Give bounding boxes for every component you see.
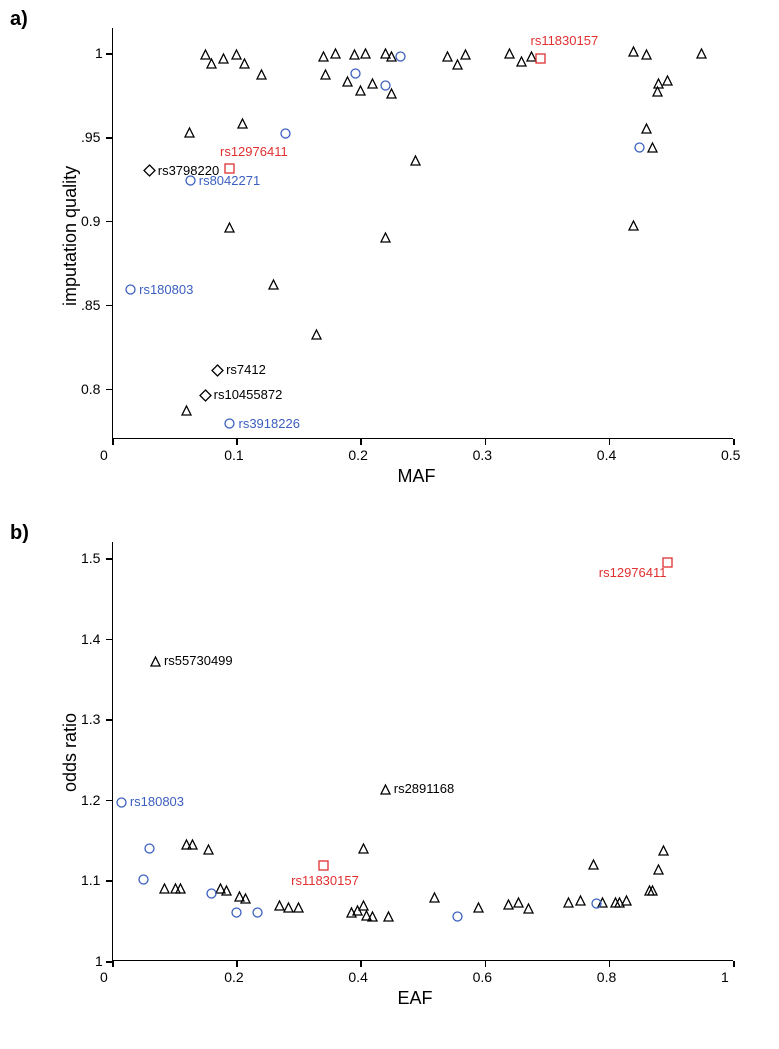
x-tick bbox=[236, 961, 238, 967]
x-tick-label: 0.6 bbox=[473, 969, 492, 985]
x-tick bbox=[360, 961, 362, 967]
y-axis-label-a: imputation quality bbox=[60, 165, 81, 305]
y-tick bbox=[106, 719, 112, 721]
x-tick-label: 0.5 bbox=[721, 447, 740, 463]
panel-a-chart: imputation quality MAF 0 0.1 0.2 0.3 0.4 0.5 0… bbox=[40, 8, 750, 498]
point-label: rs12976411 bbox=[599, 565, 667, 580]
panel-a-label: a) bbox=[10, 8, 28, 31]
point-label: rs3918226 bbox=[238, 416, 299, 431]
x-tick-label: 0 bbox=[100, 447, 108, 463]
y-tick bbox=[106, 800, 112, 802]
plot-area-a bbox=[112, 28, 733, 439]
y-tick bbox=[106, 221, 112, 223]
y-tick bbox=[106, 961, 112, 963]
point-label: rs55730499 bbox=[164, 653, 233, 668]
y-tick-label: 1 bbox=[95, 953, 103, 969]
y-tick bbox=[106, 305, 112, 307]
y-tick-label: 1.4 bbox=[81, 631, 100, 647]
y-tick-label: .95 bbox=[81, 129, 100, 145]
figure-container: { "panelA": { "label": "a)", "xlabel": "… bbox=[0, 0, 779, 1049]
x-axis-label-a: MAF bbox=[398, 466, 436, 487]
point-label: rs180803 bbox=[139, 282, 193, 297]
y-axis-label-b: odds ratio bbox=[60, 712, 81, 791]
x-tick bbox=[609, 439, 611, 445]
y-tick-label: .85 bbox=[81, 297, 100, 313]
x-tick bbox=[236, 439, 238, 445]
point-label: rs11830157 bbox=[291, 873, 359, 888]
x-tick-label: 1 bbox=[721, 969, 729, 985]
point-label: rs10455872 bbox=[214, 387, 283, 402]
point-label: rs180803 bbox=[130, 794, 184, 809]
x-tick bbox=[609, 961, 611, 967]
x-axis-label-b: EAF bbox=[398, 988, 433, 1009]
point-label: rs12976411 bbox=[220, 144, 288, 159]
y-tick bbox=[106, 558, 112, 560]
x-tick-label: 0.2 bbox=[224, 969, 243, 985]
x-tick bbox=[112, 961, 114, 967]
y-tick-label: 1 bbox=[95, 45, 103, 61]
point-label: rs11830157 bbox=[530, 33, 598, 48]
x-tick bbox=[112, 439, 114, 445]
x-tick-label: 0.3 bbox=[473, 447, 492, 463]
y-tick-label: 1.2 bbox=[81, 792, 100, 808]
x-tick-label: 0.4 bbox=[348, 969, 367, 985]
x-tick bbox=[485, 439, 487, 445]
y-tick-label: 0.9 bbox=[81, 213, 100, 229]
x-tick bbox=[733, 439, 735, 445]
y-tick bbox=[106, 137, 112, 139]
x-tick bbox=[485, 961, 487, 967]
y-tick-label: 1.5 bbox=[81, 550, 100, 566]
y-tick bbox=[106, 639, 112, 641]
y-tick bbox=[106, 880, 112, 882]
y-tick-label: 0.8 bbox=[81, 381, 100, 397]
y-tick bbox=[106, 53, 112, 55]
x-tick-label: 0.8 bbox=[597, 969, 616, 985]
panel-b-chart: odds ratio EAF 0 0.2 0.4 0.6 0.8 1 1 1.1 1.2 1.3 1… bbox=[40, 522, 750, 1022]
y-tick bbox=[106, 389, 112, 391]
point-label: rs3798220 bbox=[158, 163, 219, 178]
point-label: rs7412 bbox=[226, 362, 266, 377]
panel-b-label: b) bbox=[10, 522, 29, 545]
y-tick-label: 1.1 bbox=[81, 872, 100, 888]
x-tick-label: 0.4 bbox=[597, 447, 616, 463]
x-tick bbox=[733, 961, 735, 967]
point-label: rs2891168 bbox=[394, 781, 454, 796]
x-tick bbox=[360, 439, 362, 445]
y-tick-label: 1.3 bbox=[81, 711, 100, 727]
x-tick-label: 0.2 bbox=[348, 447, 367, 463]
x-tick-label: 0 bbox=[100, 969, 108, 985]
x-tick-label: 0.1 bbox=[224, 447, 243, 463]
